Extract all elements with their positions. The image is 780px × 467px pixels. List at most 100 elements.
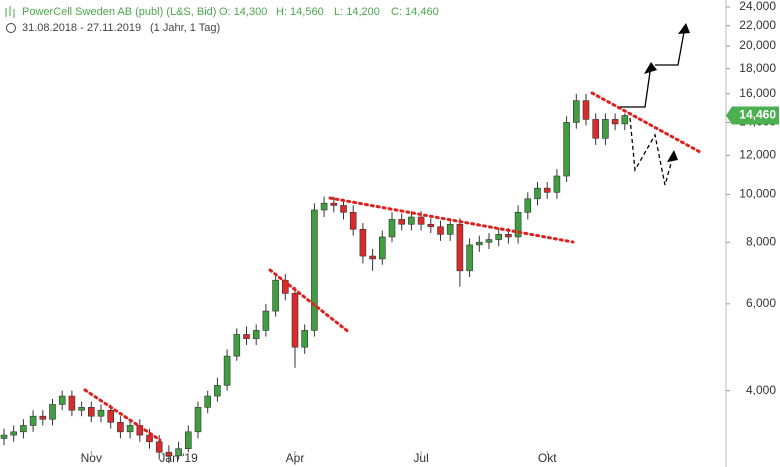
- candle-body: [495, 234, 503, 240]
- candle-body: [369, 255, 376, 260]
- candle-body: [78, 407, 85, 411]
- candle-body: [466, 244, 473, 272]
- candle-body: [621, 115, 629, 125]
- candle-body: [427, 223, 435, 228]
- last-price-badge: [726, 106, 779, 125]
- candle-body: [146, 434, 153, 443]
- arrow-head: [678, 23, 690, 34]
- candle-body: [534, 187, 541, 200]
- high-label: H: 14,560: [276, 6, 324, 18]
- candle-body: [378, 236, 386, 260]
- candle-body: [58, 395, 66, 405]
- candle-body: [524, 198, 532, 213]
- candle-body: [29, 415, 37, 426]
- candle-body: [388, 219, 396, 238]
- candle-body: [572, 100, 580, 123]
- y-tick-label: 22,000: [739, 18, 776, 32]
- y-tick-label: 8,000: [746, 234, 776, 248]
- x-tick-label: Apr: [286, 451, 305, 465]
- y-tick-label: 24,000: [739, 0, 776, 13]
- y-tick-label: 12,000: [739, 148, 776, 162]
- candle-body: [155, 441, 163, 453]
- candle-body: [194, 407, 202, 433]
- annotations: [83, 23, 702, 442]
- open-label: O: 14,300: [219, 6, 267, 18]
- candle-body: [417, 216, 425, 225]
- projection-arrow: [655, 31, 685, 66]
- candle-body: [456, 223, 464, 272]
- y-tick-label: 10,000: [739, 187, 776, 201]
- x-tick-label: Okt: [538, 451, 557, 465]
- candle-body: [39, 415, 47, 420]
- projection-arrow: [629, 117, 673, 186]
- period: (1 Jahr, 1 Tag): [150, 22, 220, 34]
- trend-line: [268, 268, 352, 335]
- candle-body: [126, 425, 134, 433]
- y-tick-label: 18,000: [739, 61, 776, 75]
- candle-body: [592, 119, 600, 139]
- candle-body: [252, 330, 260, 339]
- candle-body: [475, 241, 483, 246]
- candle-body: [88, 407, 95, 417]
- candle-body: [49, 404, 56, 420]
- candle-body: [408, 216, 415, 225]
- trend-line: [328, 196, 575, 244]
- candle-body: [10, 431, 17, 436]
- candle-body: [563, 122, 570, 177]
- candle-body: [223, 355, 231, 386]
- date-range: 31.08.2018 - 27.11.2019: [22, 22, 141, 34]
- x-tick-label: Jul: [413, 451, 428, 465]
- candle-body: [505, 234, 512, 238]
- candle-body: [320, 202, 328, 211]
- arrow-head: [644, 62, 657, 74]
- candle-body: [214, 385, 221, 397]
- arrow-head: [667, 150, 678, 162]
- trend-line: [590, 91, 702, 154]
- candle-body: [185, 431, 192, 449]
- y-tick-label: 6,000: [746, 296, 776, 310]
- x-tick-label: Nov: [81, 451, 102, 465]
- candle-body: [243, 334, 250, 339]
- candle-body: [340, 205, 347, 213]
- candle-body: [543, 187, 551, 193]
- candle-body: [602, 119, 609, 139]
- candle-body: [582, 100, 590, 120]
- clock-icon: [6, 23, 16, 33]
- candle-body: [359, 228, 367, 257]
- candle-body: [311, 209, 318, 331]
- projection-arrow: [620, 71, 651, 108]
- chart-title: PowerCell Sweden AB (publ) (L&S, Bid): [22, 6, 216, 18]
- low-label: L: 14,200: [334, 6, 380, 18]
- x-tick-label: Jan '19: [159, 451, 198, 465]
- candle-body: [398, 219, 406, 225]
- candle-body: [485, 239, 493, 243]
- candle-body: [437, 226, 444, 235]
- close-label: C: 14,460: [391, 6, 439, 18]
- chart-icon: [5, 6, 15, 18]
- candle-body: [514, 212, 522, 238]
- candle-body: [68, 395, 76, 411]
- trend-line: [83, 388, 162, 442]
- candle-body: [272, 279, 279, 312]
- candle-body: [20, 425, 27, 433]
- candle-body: [446, 223, 454, 235]
- candle-body: [553, 175, 561, 193]
- y-tick-label: 4,000: [746, 383, 776, 397]
- candle-body: [233, 334, 241, 357]
- last-price-label: 14,460: [739, 108, 776, 122]
- candle-body: [611, 119, 619, 125]
- y-tick-label: 20,000: [739, 38, 776, 52]
- candle-body: [204, 395, 211, 408]
- candle-body: [301, 330, 309, 348]
- candle-body: [97, 409, 105, 417]
- candle-body: [291, 293, 299, 348]
- candle-body: [330, 202, 338, 206]
- candle-body: [165, 451, 173, 457]
- candle-body: [107, 409, 114, 423]
- y-tick-label: 16,000: [739, 86, 776, 100]
- candle-body: [349, 212, 357, 230]
- candle-body: [117, 422, 124, 433]
- candle-body: [0, 434, 8, 439]
- candle-body: [262, 310, 270, 331]
